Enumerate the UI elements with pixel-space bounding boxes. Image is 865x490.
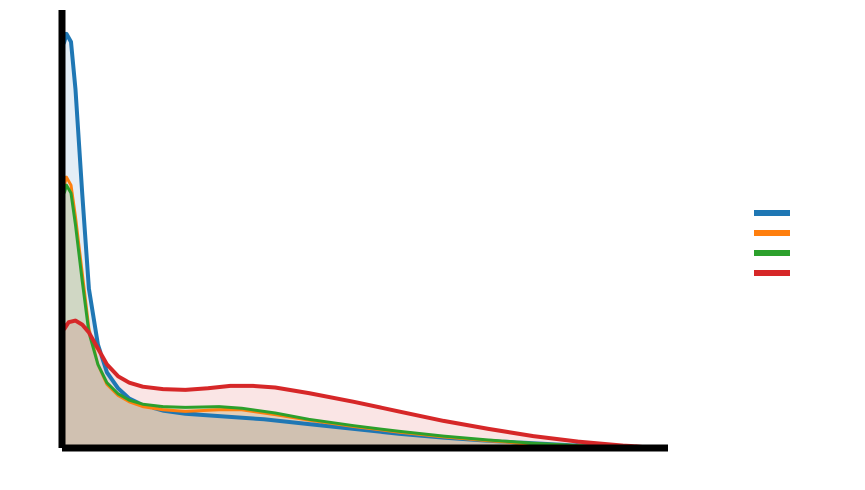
series-lines bbox=[60, 31, 659, 450]
series-line-4 bbox=[60, 318, 659, 450]
series-area-1 bbox=[62, 33, 624, 449]
series-line-3 bbox=[60, 183, 625, 449]
legend bbox=[754, 210, 790, 276]
series-area-3 bbox=[62, 185, 624, 448]
series-area-2 bbox=[62, 177, 624, 448]
